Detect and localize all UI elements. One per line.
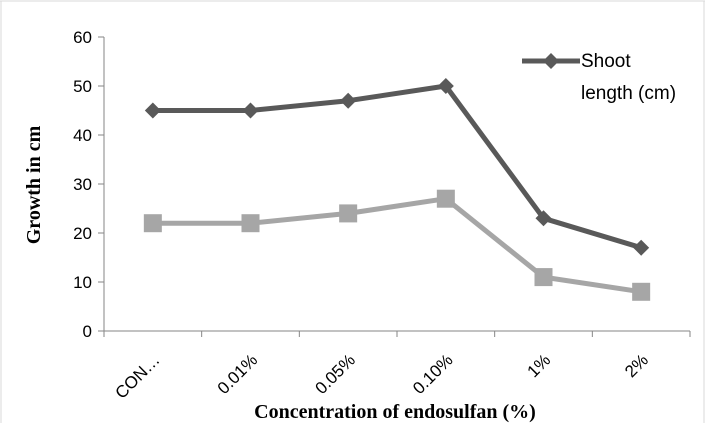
y-tick-label: 0	[83, 322, 92, 341]
data-point	[143, 214, 162, 233]
legend-label: Shoot	[581, 51, 631, 72]
y-tick-label: 10	[73, 273, 92, 292]
y-tick-label: 30	[73, 175, 92, 194]
series-layer	[143, 78, 651, 301]
legend-marker	[543, 53, 559, 69]
data-point	[633, 239, 650, 256]
data-point	[534, 268, 553, 287]
data-point	[144, 102, 161, 119]
y-tick-label: 60	[73, 28, 92, 47]
data-point	[436, 189, 455, 208]
data-point	[339, 204, 358, 223]
data-point	[632, 282, 651, 301]
y-axis-title: Growth in cm	[23, 125, 45, 244]
data-point	[242, 102, 259, 119]
data-point	[535, 210, 552, 227]
legend: Shoot length (cm)	[522, 51, 676, 104]
series-line-2	[152, 196, 642, 295]
y-tick-label: 20	[73, 224, 92, 243]
y-tick-label: 40	[73, 126, 92, 145]
x-axis-title: Concentration of endosulfan (%)	[254, 401, 536, 423]
y-tick-label: 50	[73, 77, 92, 96]
series-line-1	[152, 83, 642, 251]
legend-label: length (cm)	[581, 83, 676, 104]
data-point	[437, 78, 454, 94]
data-point	[340, 92, 357, 109]
data-point	[241, 214, 260, 233]
